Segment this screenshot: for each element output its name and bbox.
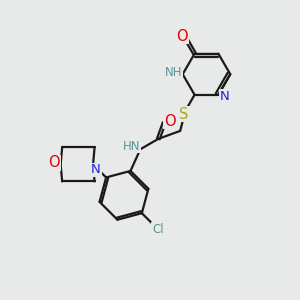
Text: O: O — [176, 28, 188, 44]
Text: N: N — [91, 163, 101, 176]
Text: N: N — [220, 90, 230, 103]
Text: HN: HN — [123, 140, 141, 153]
Text: O: O — [48, 155, 60, 170]
Text: S: S — [179, 106, 189, 122]
Text: Cl: Cl — [152, 223, 164, 236]
Text: NH: NH — [165, 66, 182, 79]
Text: O: O — [164, 114, 176, 129]
